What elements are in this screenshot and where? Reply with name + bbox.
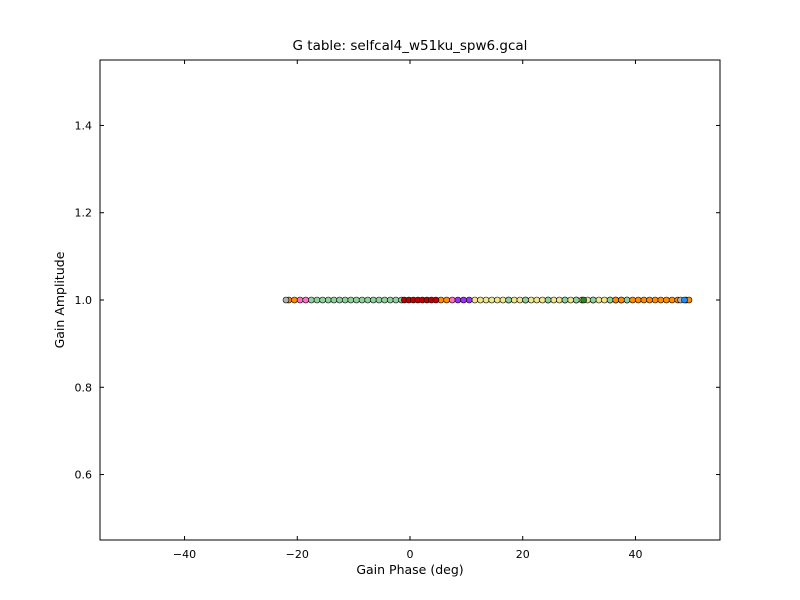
data-point [646, 296, 653, 304]
data-point [477, 296, 484, 304]
data-point [460, 296, 467, 304]
series-5 [454, 296, 473, 304]
series-2 [285, 296, 693, 304]
data-point [392, 296, 400, 304]
x-tick-label: −20 [286, 548, 309, 561]
y-axis-title: Gain Amplitude [52, 251, 67, 348]
series-1 [308, 296, 631, 304]
data-point [319, 296, 326, 304]
x-tick-label: −40 [173, 548, 196, 561]
series-3 [401, 296, 440, 304]
x-tick-label: 20 [516, 548, 530, 561]
data-point [634, 296, 642, 304]
data-point [556, 296, 563, 304]
data-point [494, 296, 501, 304]
data-point [482, 296, 490, 304]
y-tick-label: 0.8 [75, 381, 93, 394]
data-point [448, 296, 456, 304]
data-point [375, 296, 383, 304]
series-4 [296, 296, 456, 304]
x-axis-title: Gain Phase (deg) [356, 562, 463, 577]
points-layer [282, 296, 693, 304]
data-point [282, 296, 290, 304]
data-point [296, 296, 304, 304]
data-point [510, 296, 518, 304]
series-7 [681, 296, 688, 304]
data-point [313, 296, 321, 304]
data-point [668, 296, 676, 304]
data-point [347, 296, 355, 304]
data-point [544, 296, 552, 304]
data-point [465, 296, 473, 304]
data-point [522, 296, 529, 304]
y-tick-label: 0.6 [75, 469, 93, 482]
data-point [612, 296, 620, 304]
data-point [370, 296, 377, 304]
data-point [330, 296, 338, 304]
data-point [567, 296, 574, 304]
x-tick-label: 0 [407, 548, 414, 561]
data-point [381, 296, 388, 304]
data-point [527, 296, 535, 304]
x-tick-label: 40 [628, 548, 642, 561]
y-tick-label: 1.2 [75, 207, 93, 220]
data-point [550, 296, 558, 304]
data-point [561, 296, 569, 304]
data-point [291, 296, 298, 304]
data-point [657, 296, 665, 304]
y-tick-label: 1.0 [75, 294, 93, 307]
data-point [499, 296, 507, 304]
data-point [663, 296, 670, 304]
data-point [601, 296, 608, 304]
data-point [302, 296, 310, 304]
data-point [640, 296, 648, 304]
chart-title: G table: selfcal4_w51ku_spw6.gcal [293, 38, 528, 54]
data-point [572, 296, 580, 304]
data-point [336, 296, 343, 304]
x-axis-ticks: −40 −20 0 20 40 [173, 60, 642, 561]
data-point [595, 296, 603, 304]
data-point [629, 296, 636, 304]
data-point [386, 296, 394, 304]
data-point [681, 296, 688, 304]
data-point [358, 296, 366, 304]
data-point [454, 296, 462, 304]
series-8 [580, 296, 587, 304]
data-point [623, 296, 631, 304]
data-point [651, 296, 659, 304]
data-point [533, 296, 541, 304]
data-point [308, 296, 315, 304]
y-axis-ticks: 0.6 0.8 1.0 1.2 1.4 [75, 119, 720, 482]
data-point [443, 296, 450, 304]
data-point [353, 296, 360, 304]
data-point [589, 296, 597, 304]
data-point [364, 296, 372, 304]
data-point [606, 296, 614, 304]
y-tick-label: 1.4 [75, 119, 93, 132]
data-point [539, 296, 546, 304]
data-point [580, 296, 587, 304]
data-point [618, 296, 625, 304]
data-point [432, 296, 440, 304]
data-point [471, 296, 479, 304]
data-point [516, 296, 524, 304]
data-point [324, 296, 332, 304]
data-point [505, 296, 512, 304]
data-point [488, 296, 496, 304]
data-point [341, 296, 349, 304]
